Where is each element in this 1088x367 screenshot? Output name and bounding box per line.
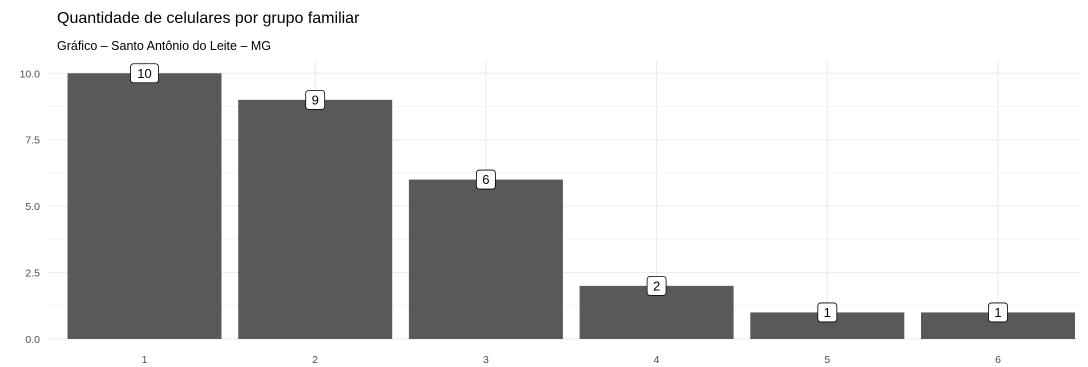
x-tick-label: 1 — [142, 354, 148, 366]
bar-3 — [408, 179, 563, 339]
data-label-text: 2 — [653, 278, 660, 293]
data-label-box — [475, 169, 496, 190]
y-tick-label: 10.0 — [20, 68, 41, 80]
x-tick-label: 5 — [824, 354, 830, 366]
y-tick-label: 7.5 — [25, 135, 40, 147]
data-label-box — [988, 302, 1008, 323]
data-label-box — [646, 275, 667, 296]
x-tick-label: 2 — [312, 354, 318, 366]
data-label-text: 1 — [994, 305, 1001, 320]
data-label-2: 9 — [305, 89, 326, 110]
data-label-box — [305, 89, 326, 110]
data-label-text: 10 — [137, 66, 151, 81]
y-tick-label: 0.0 — [25, 334, 40, 346]
bar-1 — [67, 73, 222, 340]
x-tick-label: 6 — [995, 354, 1001, 366]
y-axis: 0.0 2.5 5.0 7.5 10.0 — [20, 68, 41, 346]
data-label-1: 10 — [130, 63, 159, 84]
data-labels: 10 9 6 2 1 1 — [130, 63, 1008, 323]
bars — [67, 73, 1075, 340]
data-label-4: 2 — [646, 275, 667, 296]
x-axis: 1 2 3 4 5 6 — [142, 354, 1002, 366]
data-label-box — [130, 63, 159, 84]
data-label-box — [817, 302, 838, 323]
data-label-3: 6 — [475, 169, 496, 190]
data-label-text: 9 — [312, 92, 319, 107]
data-label-text: 1 — [824, 305, 831, 320]
y-tick-label: 2.5 — [25, 268, 40, 280]
bar-2 — [238, 99, 393, 339]
x-tick-label: 4 — [654, 354, 660, 366]
chart-subtitle: Gráfico – Santo Antônio do Leite – MG — [57, 39, 271, 53]
y-tick-label: 5.0 — [25, 201, 40, 213]
data-label-text: 6 — [482, 172, 489, 187]
data-label-5: 1 — [817, 302, 838, 323]
chart-title: Quantidade de celulares por grupo famili… — [57, 10, 360, 27]
x-tick-label: 3 — [483, 354, 489, 366]
data-label-6: 1 — [988, 302, 1008, 323]
